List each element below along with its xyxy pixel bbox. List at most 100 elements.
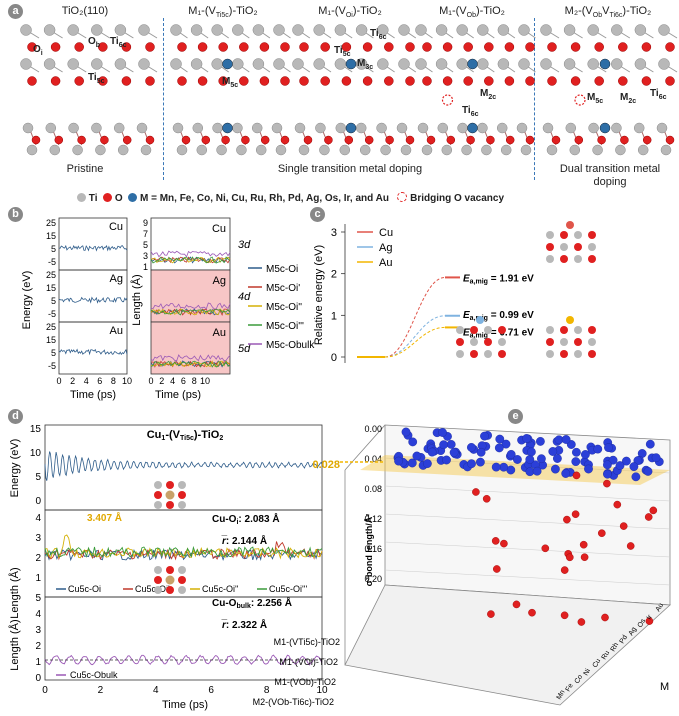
o-atom <box>320 42 330 52</box>
o-atom <box>50 76 61 86</box>
length-trace <box>150 308 231 316</box>
ti-atom <box>660 144 672 156</box>
o-atom <box>594 42 604 52</box>
legend-m: M = Mn, Fe, Co, Ni, Cu, Ru, Rh, Pd, Ag, … <box>139 193 389 204</box>
d-title: Cu1-(VTi5c)-TiO2 <box>147 429 224 442</box>
e-blue-point <box>561 469 571 478</box>
e-blue-point <box>495 434 505 444</box>
cluster-atom <box>588 338 596 346</box>
e-x-category: Fe <box>565 682 575 693</box>
d-x-tick: 4 <box>153 685 159 696</box>
cluster-atom <box>588 255 596 263</box>
d-x-label: Time (ps) <box>162 699 208 711</box>
e-grid <box>384 485 671 502</box>
panel-label-d: d <box>8 409 23 424</box>
d-legend-low: Cu5c-Obulk <box>70 670 118 680</box>
cluster-atom <box>588 231 596 239</box>
e-x-category: Cu <box>592 658 603 669</box>
o-atom <box>618 42 628 52</box>
e-red-point <box>528 608 536 617</box>
ti-atom <box>587 58 599 70</box>
ti-atom <box>441 144 453 156</box>
o-atom <box>594 76 604 86</box>
d-cu-obulk: Cu-Obulk: 2.256 Å <box>212 596 292 610</box>
title-ti5c-sub: Ti5c <box>215 12 229 20</box>
o-atom <box>145 76 155 86</box>
e-blue-point <box>537 454 546 464</box>
time-xlabel: Time (ps) <box>155 389 201 401</box>
cluster-atom <box>546 326 554 334</box>
d-cluster-atom <box>178 576 186 584</box>
e-blue-point <box>408 437 418 447</box>
o-atom <box>642 135 652 145</box>
ti-atom <box>176 144 188 156</box>
metal-label: Au <box>213 327 226 339</box>
ti-atom <box>398 24 410 36</box>
o-atom <box>405 135 415 145</box>
y-tick: 1 <box>331 310 337 322</box>
legend-text: M5c-Oi'' <box>266 302 302 313</box>
time-tick: 6 <box>181 376 186 386</box>
cluster-atom <box>546 243 554 251</box>
d-energy-trace <box>44 451 323 481</box>
o-atom <box>574 135 584 145</box>
o-atom <box>463 76 473 86</box>
o-atom <box>177 76 187 86</box>
o-atom <box>665 135 675 145</box>
ti-atom <box>192 122 204 134</box>
title-vo-a: M₁-(V <box>318 5 346 17</box>
d-cluster-atom <box>178 491 186 499</box>
o-atom <box>505 135 515 145</box>
ti-atom <box>396 122 408 134</box>
d-x-tick: 0 <box>42 685 48 696</box>
e-blue-point <box>525 454 535 464</box>
site-oi-1-t: O <box>33 44 41 55</box>
ti-atom <box>563 58 576 70</box>
d-x-tick: 2 <box>98 685 104 696</box>
ti-atom <box>421 144 433 156</box>
legend-vac: Bridging O vacancy <box>410 193 505 204</box>
d-energy-tick: 5 <box>35 472 41 483</box>
e-x-category: Os <box>637 617 648 629</box>
legend-o: O <box>114 193 123 204</box>
o-atom <box>620 135 629 145</box>
o-atom <box>145 135 155 145</box>
e-red-point <box>541 544 550 553</box>
o-atom <box>218 76 228 86</box>
o-atom <box>181 135 191 145</box>
ti-atom <box>540 58 552 70</box>
energy-tick: -5 <box>48 257 56 267</box>
cluster-atom <box>546 255 554 263</box>
d-cluster-atom <box>154 501 162 509</box>
e-blue-point <box>553 454 562 463</box>
ti-atom <box>91 122 102 134</box>
cluster-atom <box>470 350 478 358</box>
e-y-category: M2-(VOb-Ti6c)-TiO2 <box>253 697 334 707</box>
time-tick: 4 <box>84 376 89 386</box>
cluster-atom <box>546 338 554 346</box>
site-m5c-2-t: M <box>222 76 231 87</box>
cluster-atom <box>498 338 506 346</box>
ti-atom <box>91 24 103 36</box>
ti-atom <box>236 144 247 156</box>
caption-single: Single transition metal doping <box>277 163 423 175</box>
e-blue-point <box>593 444 603 454</box>
time-tick: 8 <box>111 376 116 386</box>
annotation: Ea,mig = 0.71 eV <box>463 327 534 339</box>
cluster-atom <box>456 350 464 358</box>
time-tick: 4 <box>170 376 175 386</box>
o-atom <box>197 42 208 52</box>
e-red-point <box>603 479 611 488</box>
o-atom <box>484 76 494 86</box>
site-ti6c-4-s: 6c <box>470 111 479 118</box>
o-atom <box>197 76 208 86</box>
metal-atom <box>566 316 574 324</box>
ti-atom <box>45 122 57 134</box>
ti-atom <box>400 144 412 156</box>
ti-atom <box>518 58 530 70</box>
ti-atom <box>190 24 203 36</box>
o-atom <box>504 42 515 52</box>
legend-ti: Ti <box>88 193 98 204</box>
